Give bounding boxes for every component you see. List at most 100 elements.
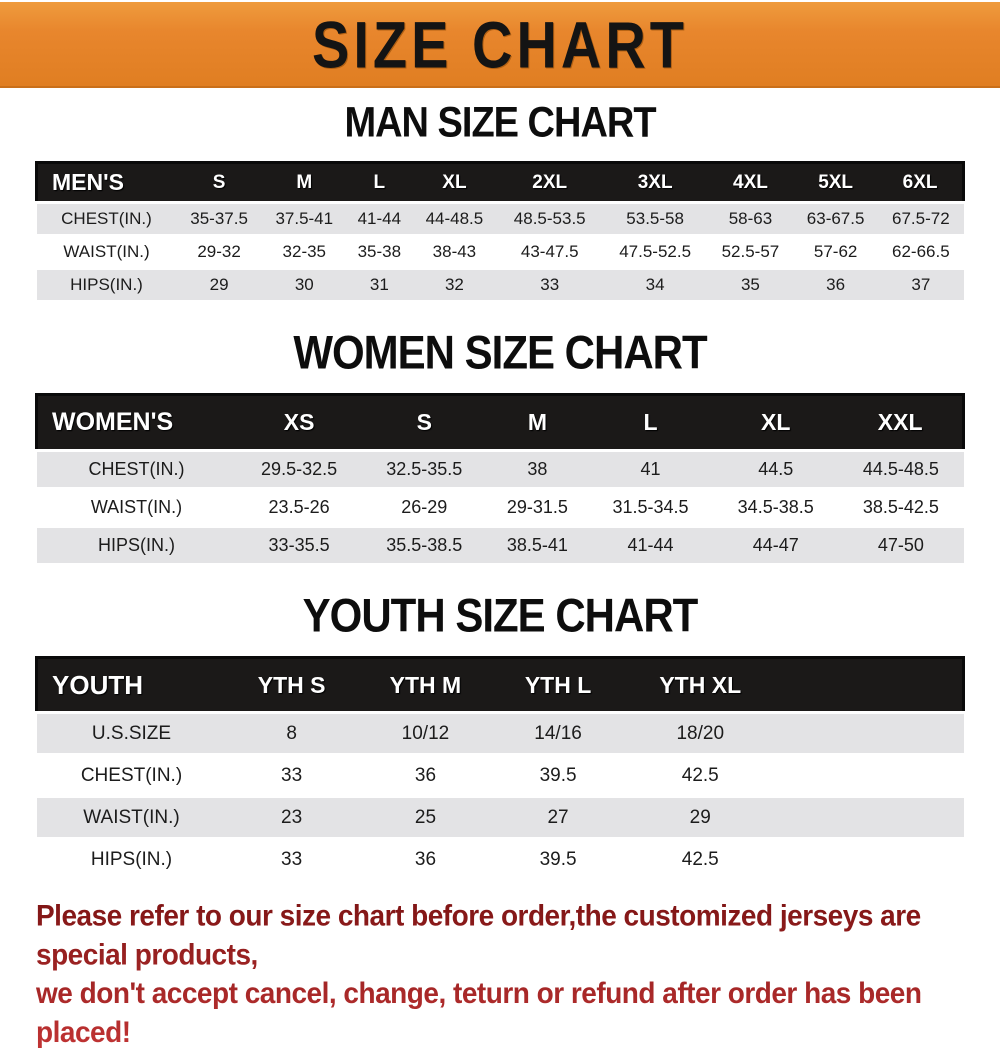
size-value-cell: 41-44: [357, 209, 402, 228]
table-corner-label: YOUTH: [52, 669, 143, 700]
size-value-cell: 44.5: [758, 459, 794, 479]
size-value-cell: 38.5-42.5: [862, 497, 939, 517]
size-column-header: L: [643, 409, 658, 435]
size-column-header: XS: [283, 409, 315, 435]
size-value-cell: 53.5-58: [626, 209, 684, 228]
size-value-cell: 36: [414, 848, 437, 870]
spacer-cell: [779, 797, 964, 839]
size-value-cell: 42.5: [681, 764, 719, 786]
size-value-cell: 8: [286, 722, 297, 744]
youth-section-title: YOUTH SIZE CHART: [302, 589, 699, 642]
row-label-cell: HIPS(IN.): [70, 275, 143, 294]
row-label-cell: U.S.SIZE: [91, 722, 172, 744]
size-value-cell: 39.5: [539, 764, 577, 786]
size-value-cell: 10/12: [401, 722, 450, 744]
row-label-cell: CHEST(IN.): [88, 459, 185, 479]
row-label-cell: HIPS(IN.): [90, 848, 173, 870]
size-column-header: M: [527, 409, 547, 435]
size-value-cell: 32-35: [282, 242, 327, 261]
row-label-cell: WAIST(IN.): [63, 242, 150, 261]
size-value-cell: 35-38: [357, 242, 402, 261]
size-value-cell: 47.5-52.5: [619, 242, 692, 261]
data-row: HIPS(IN.) 33-35.5 35.5-38.5 38.5-41 41-44 44-…: [36, 526, 964, 565]
data-row: CHEST(IN.) 35-37.5 37.5-41 41-44 44-48.5 48.5…: [36, 202, 964, 236]
data-row: CHEST(IN.) 29.5-32.5 32.5-35.5 38 41 44.5 44.5…: [36, 450, 964, 489]
size-column-header: S: [212, 171, 226, 193]
size-value-cell: 30: [294, 275, 314, 294]
size-value-cell: 58-63: [728, 209, 773, 228]
size-value-cell: 42.5: [681, 848, 719, 870]
men-section-title: MAN SIZE CHART: [344, 99, 656, 147]
size-value-cell: 23: [281, 806, 303, 828]
size-value-cell: 33: [281, 764, 303, 786]
data-row: CHEST(IN.) 33 36 39.5 42.5: [36, 754, 964, 797]
size-column-header: YTH L: [524, 671, 592, 698]
size-value-cell: 33-35.5: [268, 535, 330, 555]
spacer-cell: [779, 658, 964, 713]
size-value-cell: 37: [911, 275, 931, 294]
size-value-cell: 62-66.5: [892, 242, 950, 261]
size-value-cell: 33: [281, 848, 303, 870]
size-value-cell: 43-47.5: [520, 242, 579, 261]
youth-size-section: YOUTH SIZE CHART YOUTH YTH S YTH M YTH L YTH…: [0, 589, 1000, 882]
size-column-header: YTH XL: [659, 671, 742, 698]
size-column-header: YTH M: [389, 671, 462, 698]
size-value-cell: 26-29: [401, 497, 448, 517]
size-value-cell: 14/16: [534, 722, 582, 744]
women-size-section: WOMEN SIZE CHART WOMEN'S XS S M L XL XXL CHEST(…: [0, 326, 1000, 566]
size-value-cell: 57-62: [813, 242, 858, 261]
row-label-cell: WAIST(IN.): [83, 806, 180, 828]
size-value-cell: 35.5-38.5: [386, 535, 463, 555]
size-value-cell: 41-44: [627, 535, 674, 555]
size-column-header: 6XL: [902, 171, 938, 193]
size-value-cell: 38-43: [432, 242, 477, 261]
size-value-cell: 44.5-48.5: [862, 459, 939, 479]
data-row: WAIST(IN.) 29-32 32-35 35-38 38-43 43-47.5 47.…: [36, 235, 964, 269]
size-column-header: 3XL: [637, 171, 673, 193]
size-value-cell: 37.5-41: [275, 209, 334, 228]
row-label-cell: WAIST(IN.): [90, 497, 183, 517]
youth-size-table: YOUTH YTH S YTH M YTH L YTH XL U.S.SIZE 8 10/12…: [35, 656, 965, 882]
order-disclaimer: Please refer to our size chart before or…: [36, 896, 1000, 1051]
size-value-cell: 67.5-72: [892, 209, 950, 228]
women-size-table: WOMEN'S XS S M L XL XXL CHEST(IN.) 29.5-32.5 32.5…: [35, 393, 965, 566]
size-value-cell: 39.5: [539, 848, 577, 870]
size-value-cell: 32.5-35.5: [386, 459, 463, 479]
data-row: U.S.SIZE 8 10/12 14/16 18/20: [36, 712, 964, 755]
size-value-cell: 31: [369, 275, 389, 294]
size-value-cell: 38.5-41: [506, 535, 568, 555]
size-value-cell: 47-50: [877, 535, 924, 555]
size-value-cell: 38: [527, 459, 548, 479]
size-column-header: 5XL: [818, 171, 854, 193]
size-value-cell: 35-37.5: [190, 209, 248, 228]
size-value-cell: 31.5-34.5: [612, 497, 689, 517]
size-value-cell: 32: [444, 275, 464, 294]
table-corner-label: MEN'S: [52, 169, 124, 195]
size-column-header: 2XL: [532, 171, 568, 193]
size-value-cell: 25: [414, 806, 437, 828]
row-label-cell: HIPS(IN.): [97, 535, 175, 555]
size-value-cell: 18/20: [676, 722, 725, 744]
size-value-cell: 36: [826, 275, 846, 294]
size-column-header: XL: [761, 409, 791, 435]
size-value-cell: 29.5-32.5: [261, 459, 338, 479]
page-title: SIZE CHART: [312, 6, 688, 82]
size-value-cell: 34: [645, 275, 665, 294]
header-row: WOMEN'S XS S M L XL XXL: [36, 394, 964, 451]
size-value-cell: 48.5-53.5: [513, 209, 586, 228]
spacer-cell: [779, 713, 964, 755]
size-value-cell: 35: [740, 275, 760, 294]
size-value-cell: 29-31.5: [506, 497, 568, 517]
data-row: WAIST(IN.) 23 25 27 29: [36, 796, 964, 839]
header-row: MEN'S S M L XL 2XL 3XL 4XL 5XL 6XL: [36, 162, 964, 203]
size-value-cell: 29: [209, 275, 229, 294]
size-value-cell: 29: [689, 806, 711, 828]
size-chart-banner: SIZE CHART: [0, 2, 1000, 88]
row-label-cell: CHEST(IN.): [61, 209, 152, 228]
size-value-cell: 63-67.5: [806, 209, 865, 228]
disclaimer-line-2: we don't accept cancel, change, teturn o…: [36, 976, 922, 1049]
size-value-cell: 52.5-57: [721, 242, 780, 261]
size-value-cell: 41: [640, 459, 661, 479]
size-value-cell: 36: [414, 764, 437, 786]
row-label-cell: CHEST(IN.): [80, 764, 183, 786]
